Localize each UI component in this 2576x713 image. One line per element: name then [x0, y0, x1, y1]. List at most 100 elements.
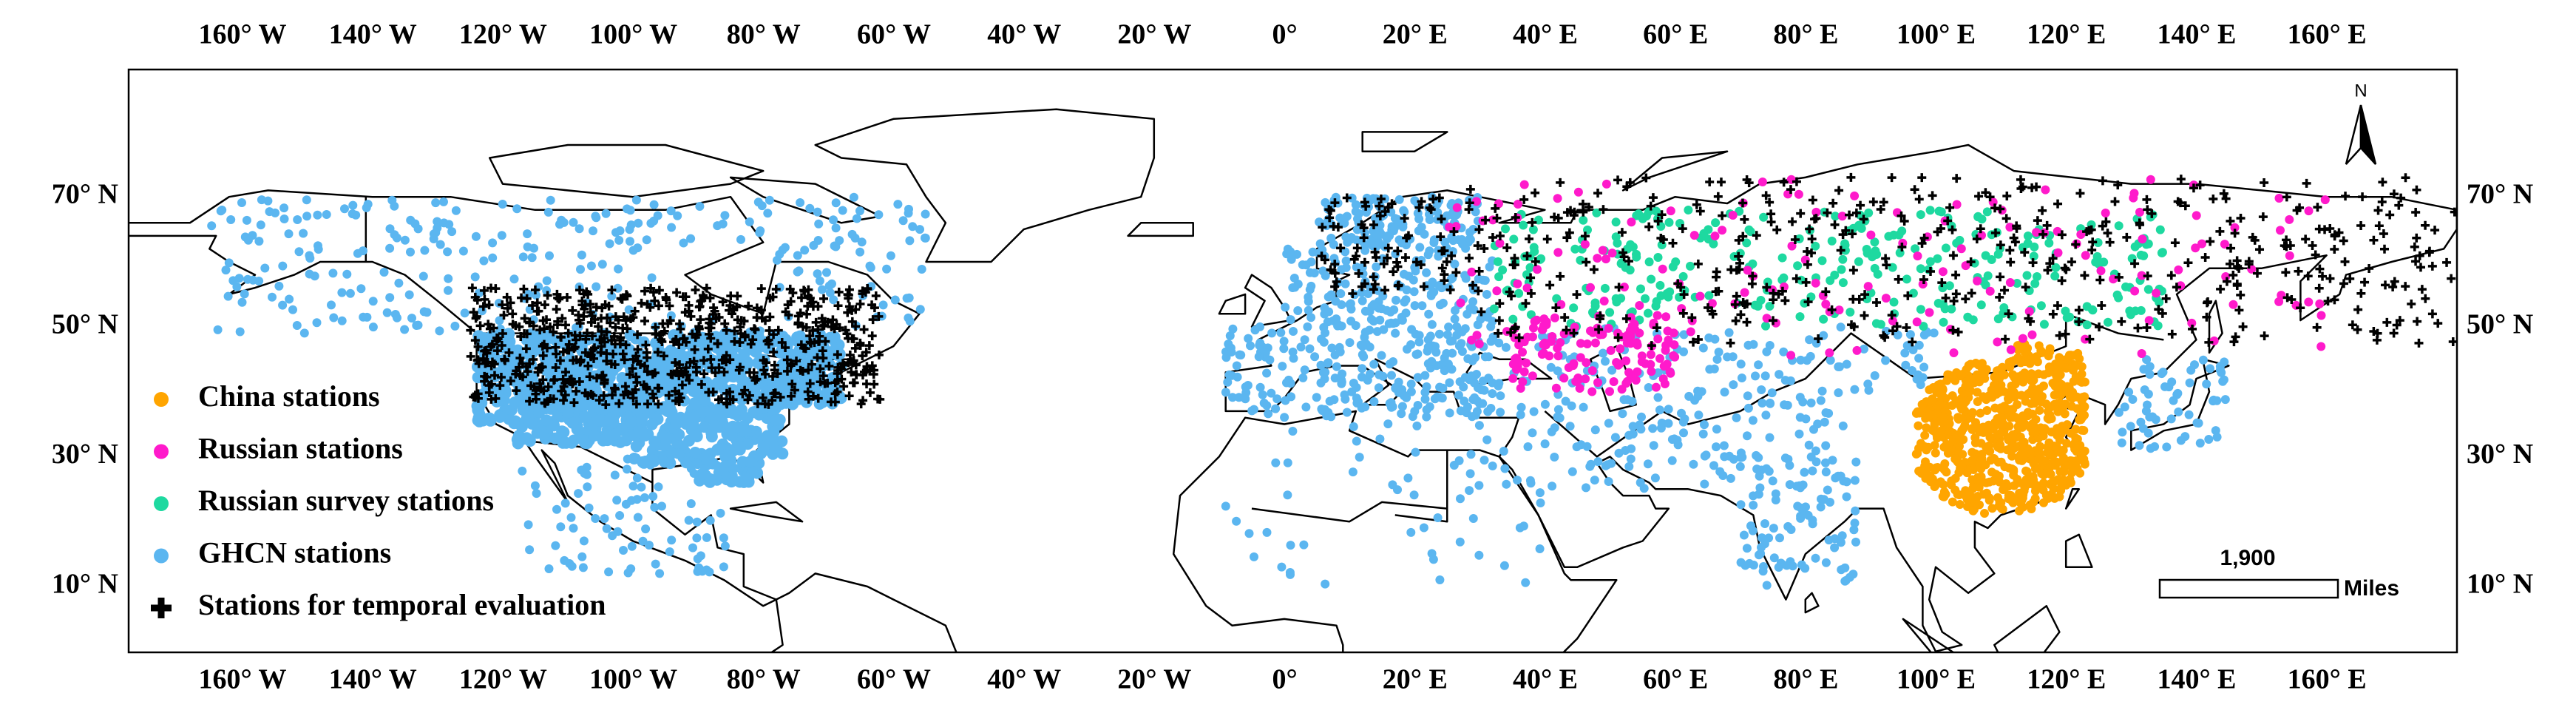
station — [302, 195, 311, 205]
station — [526, 417, 538, 430]
station — [817, 285, 827, 294]
station — [1817, 386, 1827, 396]
station — [705, 567, 714, 577]
evaluation-station — [819, 320, 829, 330]
evaluation-station — [1926, 267, 1936, 277]
station — [1590, 338, 1600, 348]
station — [640, 493, 649, 502]
evaluation-station — [1903, 291, 1913, 300]
evaluation-station — [543, 291, 552, 300]
station — [1914, 354, 1924, 363]
evaluation-station — [851, 322, 861, 331]
station — [2030, 399, 2039, 408]
station — [634, 218, 643, 228]
station — [1284, 375, 1293, 385]
station — [1651, 382, 1661, 392]
station — [1605, 308, 1615, 317]
station — [1369, 300, 1379, 309]
evaluation-station — [597, 342, 606, 351]
evaluation-station — [1872, 298, 1882, 308]
station — [2316, 342, 2326, 351]
lon-label-top: 60° W — [857, 19, 931, 50]
station — [1519, 367, 1529, 376]
scale-label: 1,900 — [2220, 546, 2275, 570]
station — [1410, 196, 1420, 206]
evaluation-station — [2417, 285, 2427, 294]
evaluation-station — [620, 382, 630, 391]
evaluation-station — [1777, 286, 1787, 296]
evaluation-station — [560, 378, 570, 388]
evaluation-station — [2026, 317, 2036, 326]
station — [1601, 179, 1611, 189]
evaluation-station — [1908, 337, 1917, 347]
station — [2092, 251, 2102, 261]
station — [1582, 358, 1591, 368]
evaluation-station — [610, 383, 620, 393]
evaluation-station — [1474, 266, 1484, 276]
evaluation-station — [473, 342, 483, 351]
evaluation-station — [664, 391, 674, 400]
station — [1653, 311, 1662, 320]
station — [2220, 395, 2230, 405]
evaluation-station — [2392, 320, 2402, 330]
north-label: N — [2354, 81, 2367, 101]
lon-label-top: 80° W — [727, 19, 801, 50]
evaluation-station — [1369, 285, 1378, 294]
evaluation-station — [580, 304, 589, 314]
evaluation-station — [1383, 243, 1393, 253]
evaluation-station — [1481, 215, 1491, 225]
station — [1604, 323, 1613, 333]
evaluation-station — [575, 319, 585, 328]
evaluation-station — [549, 327, 558, 337]
evaluation-station — [665, 301, 674, 311]
evaluation-station — [2226, 216, 2235, 226]
station — [2114, 221, 2123, 231]
station — [2145, 370, 2155, 379]
evaluation-station — [2356, 221, 2366, 231]
evaluation-station — [2378, 178, 2387, 187]
evaluation-station — [2447, 274, 2456, 283]
station — [1521, 578, 1531, 587]
evaluation-station — [586, 390, 596, 399]
station — [2080, 377, 2089, 387]
station — [2065, 475, 2075, 484]
station — [1340, 390, 1349, 399]
lon-label-top: 160° E — [2288, 19, 2367, 50]
evaluation-station — [1892, 322, 1902, 331]
station — [1447, 365, 1457, 374]
evaluation-station — [482, 348, 492, 358]
station — [1720, 388, 1729, 397]
station — [1925, 308, 1934, 317]
station — [1811, 241, 1820, 251]
lon-label-bottom: 60° W — [857, 664, 931, 695]
evaluation-station — [1730, 300, 1740, 309]
station — [1779, 347, 1789, 356]
station — [1611, 232, 1621, 242]
station — [1375, 220, 1385, 230]
evaluation-station — [797, 293, 807, 303]
evaluation-station — [2377, 197, 2387, 206]
evaluation-station — [633, 330, 643, 339]
station — [1757, 385, 1766, 394]
evaluation-station — [706, 319, 716, 328]
station — [577, 250, 586, 260]
evaluation-station — [528, 300, 538, 310]
evaluation-station — [1369, 272, 1378, 282]
station — [1471, 197, 1481, 206]
evaluation-station — [2295, 203, 2305, 212]
station — [605, 400, 617, 413]
station — [2009, 465, 2019, 475]
evaluation-station — [1614, 283, 1624, 292]
station — [1830, 543, 1840, 553]
station — [2082, 320, 2092, 330]
station — [2053, 430, 2062, 440]
evaluation-station — [768, 292, 778, 302]
station — [359, 246, 367, 256]
evaluation-station — [628, 354, 638, 364]
border — [1394, 450, 1448, 523]
evaluation-station — [522, 329, 532, 339]
station — [1267, 388, 1276, 398]
station — [1699, 229, 1709, 238]
evaluation-station — [1519, 195, 1529, 204]
station — [1474, 481, 1484, 490]
